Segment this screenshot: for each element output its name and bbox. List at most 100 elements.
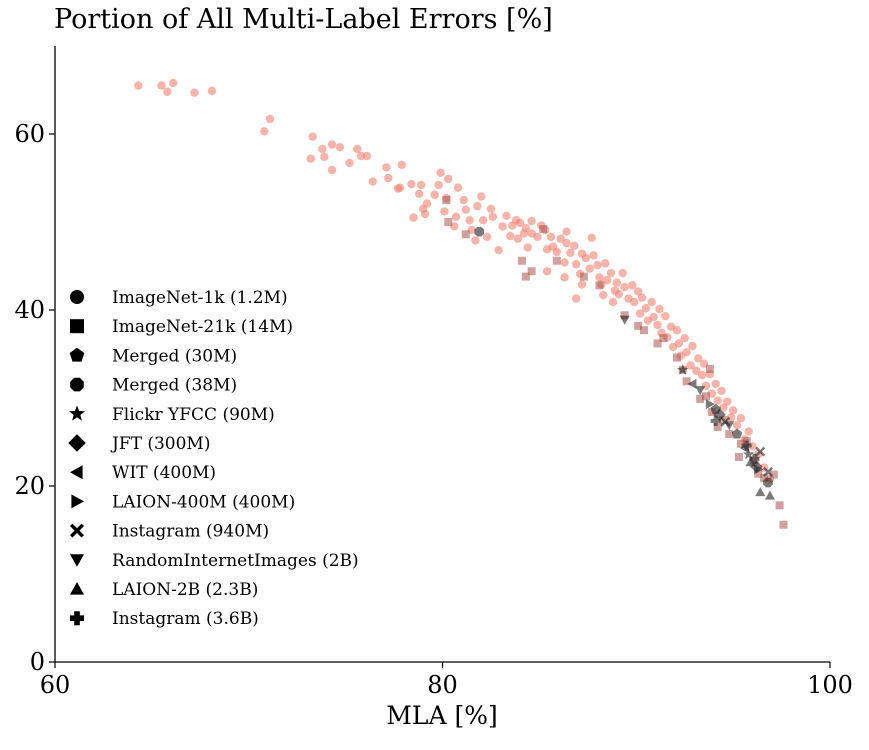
data-point <box>562 227 571 236</box>
y-tick-label: 0 <box>30 648 45 676</box>
points-layer <box>134 78 788 529</box>
data-point <box>362 151 372 161</box>
data-point <box>542 267 552 276</box>
legend-marker <box>70 554 84 567</box>
data-point <box>717 386 726 396</box>
data-point <box>571 260 581 269</box>
data-point <box>687 378 697 389</box>
data-point <box>672 326 682 335</box>
data-point <box>587 233 596 243</box>
data-point <box>641 304 651 313</box>
data-point <box>570 241 579 250</box>
data-point <box>422 199 432 208</box>
legend-label: WIT (400M) <box>112 463 216 483</box>
x-tick-label: 100 <box>807 671 853 699</box>
data-point <box>444 218 453 226</box>
data-point <box>760 474 769 483</box>
data-point <box>498 222 507 231</box>
x-axis-label: MLA [%] <box>386 701 497 730</box>
data-point <box>725 430 734 439</box>
data-point <box>430 190 439 199</box>
data-point <box>260 127 269 136</box>
data-point <box>713 396 722 405</box>
legend-label: Merged (30M) <box>112 346 237 366</box>
data-point <box>734 452 743 461</box>
data-point <box>742 448 755 460</box>
data-point <box>560 273 569 282</box>
data-point <box>461 205 470 214</box>
data-point <box>682 348 691 357</box>
data-point <box>190 88 199 97</box>
data-point <box>655 304 664 314</box>
legend-label: Flickr YFCC (90M) <box>112 405 275 425</box>
data-point <box>634 321 643 330</box>
data-point <box>494 245 503 255</box>
data-point <box>736 439 745 448</box>
data-point <box>356 151 366 161</box>
x-tick-label: 60 <box>40 671 71 699</box>
y-tick-label: 60 <box>14 120 45 148</box>
legend-marker <box>69 347 85 362</box>
data-point <box>521 272 530 281</box>
data-point <box>705 364 714 373</box>
data-point <box>628 281 637 290</box>
data-point <box>764 490 775 500</box>
data-point <box>680 333 689 343</box>
data-point <box>562 238 571 248</box>
x-tick-label: 80 <box>427 671 458 699</box>
data-point <box>523 243 532 252</box>
data-point <box>612 278 622 287</box>
data-point <box>754 469 763 478</box>
data-point <box>527 229 536 238</box>
data-point <box>579 272 588 281</box>
data-point <box>710 415 721 426</box>
data-point <box>486 204 496 213</box>
data-point <box>754 464 764 475</box>
data-point <box>711 379 720 389</box>
data-point <box>327 140 337 149</box>
data-point <box>506 231 515 241</box>
legend-marker <box>69 405 85 421</box>
data-point <box>539 225 548 234</box>
data-point <box>397 160 407 169</box>
data-point <box>527 216 536 226</box>
data-point <box>702 392 710 401</box>
data-point <box>320 152 329 162</box>
data-point <box>440 207 449 216</box>
legend-marker <box>68 434 86 452</box>
data-point <box>461 230 470 239</box>
legend-marker <box>70 319 84 334</box>
data-point <box>637 293 647 302</box>
data-point <box>719 403 728 412</box>
y-tick-label: 20 <box>14 472 45 500</box>
data-point <box>745 457 756 467</box>
data-point <box>601 259 610 268</box>
legend-marker <box>70 465 83 480</box>
data-point <box>415 189 424 199</box>
data-point <box>163 87 172 96</box>
data-point <box>732 421 742 430</box>
data-point <box>473 201 482 211</box>
data-point <box>327 165 337 175</box>
data-point <box>335 143 345 152</box>
chart-title: Portion of All Multi-Label Errors [%] <box>54 4 553 35</box>
data-point <box>593 260 602 270</box>
data-point <box>755 446 766 457</box>
data-point <box>696 394 705 403</box>
data-point <box>653 320 662 330</box>
data-point <box>515 218 525 228</box>
legend-marker <box>70 611 84 626</box>
data-point <box>705 399 715 410</box>
data-point <box>465 216 474 225</box>
data-point <box>599 290 608 300</box>
data-point <box>619 315 630 325</box>
data-point <box>686 361 695 370</box>
data-point <box>661 311 670 321</box>
y-tick-label: 40 <box>14 296 45 324</box>
data-point <box>157 81 166 90</box>
data-point <box>442 196 451 204</box>
data-point <box>608 297 618 307</box>
data-point <box>697 370 707 380</box>
data-point <box>723 397 732 406</box>
